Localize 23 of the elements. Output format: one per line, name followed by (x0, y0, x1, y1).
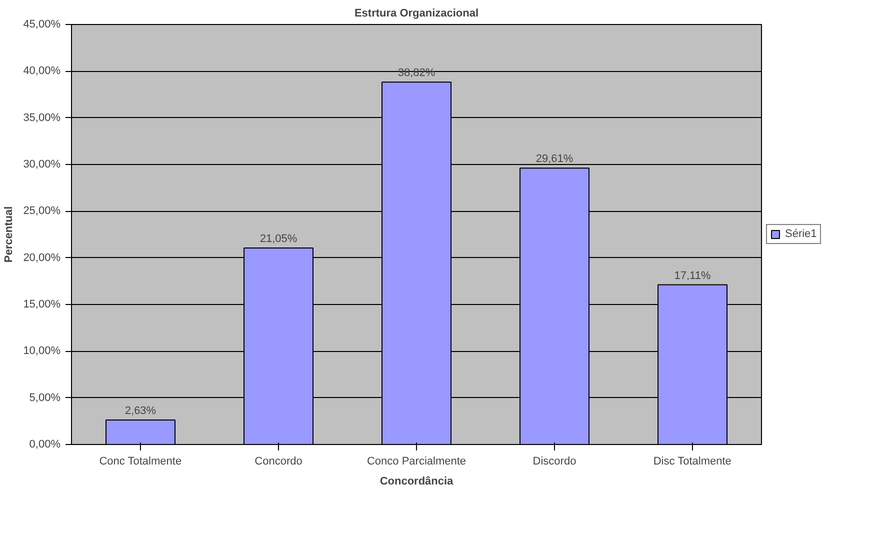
y-tick-label: 45,00% (23, 18, 61, 30)
x-tick-label: Concordo (254, 456, 302, 468)
data-label: 2,63% (124, 404, 156, 417)
x-tick-label: Disc Totalmente (653, 456, 732, 468)
data-label: 29,61% (536, 153, 574, 166)
y-axis-title: Percentual (3, 206, 16, 263)
y-tick-label: 35,00% (23, 112, 61, 124)
x-tick-label: Discordo (532, 456, 576, 468)
y-tick-label: 10,00% (23, 345, 61, 358)
y-tick-label: 5,00% (29, 392, 61, 404)
y-tick-label: 30,00% (23, 158, 61, 170)
y-tick-label: 15,00% (23, 298, 61, 310)
data-label: 21,05% (260, 233, 298, 246)
y-tick-label: 25,00% (23, 205, 61, 218)
y-tick-label: 0,00% (29, 438, 61, 450)
data-label: 17,11% (674, 270, 711, 282)
y-tick-label: 40,00% (23, 65, 61, 78)
chart-title: Estrtura Organizacional (354, 8, 479, 20)
y-tick-label: 20,00% (23, 252, 61, 264)
x-axis-title: Concordância (380, 476, 454, 488)
legend-label: Série1 (785, 228, 817, 240)
x-tick-label: Conco Parcialmente (366, 456, 466, 468)
x-tick-label: Conc Totalmente (99, 456, 182, 468)
